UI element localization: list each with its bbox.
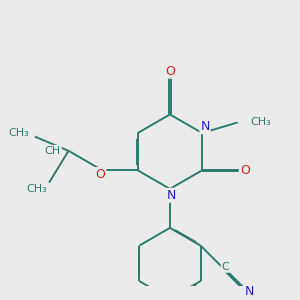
Text: CH₃: CH₃ bbox=[26, 184, 47, 194]
Text: N: N bbox=[200, 120, 210, 133]
Text: O: O bbox=[240, 164, 250, 177]
Text: C: C bbox=[222, 262, 229, 272]
Text: CH: CH bbox=[45, 146, 61, 156]
Text: O: O bbox=[95, 168, 105, 181]
Text: O: O bbox=[165, 65, 175, 78]
Text: CH₃: CH₃ bbox=[9, 128, 30, 138]
Text: N: N bbox=[167, 189, 176, 202]
Text: CH₃: CH₃ bbox=[250, 117, 271, 128]
Text: N: N bbox=[245, 285, 254, 298]
